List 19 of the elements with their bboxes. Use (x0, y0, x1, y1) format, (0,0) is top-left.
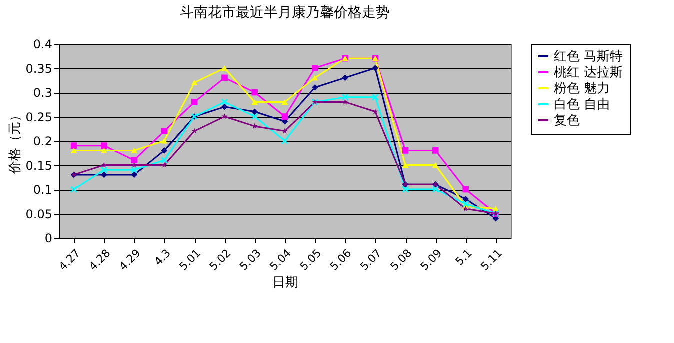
x-tick-label: 4.3 (152, 246, 174, 268)
x-axis-title: 日期 (272, 276, 298, 291)
y-tick-label: 0.25 (26, 110, 52, 124)
y-tick-label: 0.2 (33, 134, 52, 148)
x-tick-label: 5.1 (453, 246, 475, 268)
legend-label: 粉色 魅力 (554, 82, 610, 96)
y-tick-label: 0 (44, 232, 52, 246)
y-tick-label: 0.1 (33, 183, 52, 197)
y-tick-label: 0.35 (26, 62, 52, 76)
legend-label: 桃红 达拉斯 (554, 66, 624, 80)
y-tick-label: 0.3 (33, 86, 52, 100)
legend-label: 红色 马斯特 (554, 50, 624, 64)
y-tick-label: 0.4 (33, 38, 52, 52)
legend-label: 复色 (554, 114, 580, 128)
y-axis-title: 价格（元） (8, 109, 23, 175)
legend-label: 白色 自由 (554, 98, 610, 112)
chart-title: 斗南花市最近半月康乃馨价格走势 (180, 5, 390, 21)
y-tick-label: 0.15 (26, 158, 52, 173)
y-tick-label: 0.05 (26, 207, 52, 222)
